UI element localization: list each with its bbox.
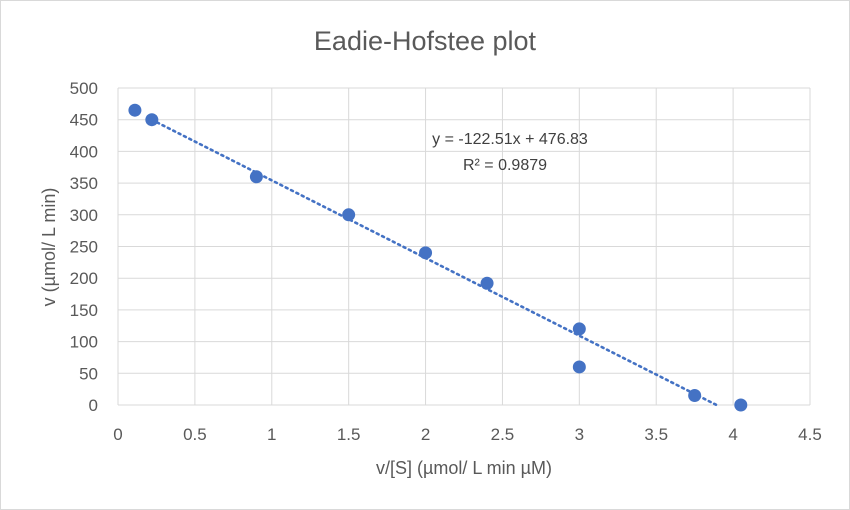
data-points <box>128 103 748 412</box>
y-tick-label: 200 <box>70 269 98 288</box>
x-tick-label: 1 <box>267 425 276 444</box>
x-tick-label: 4 <box>728 425 737 444</box>
y-tick-label: 350 <box>70 174 98 193</box>
trendline-equation: y = -122.51x + 476.83 <box>432 131 588 148</box>
data-point <box>480 276 494 290</box>
trendline-r-squared: R² = 0.9879 <box>463 157 547 174</box>
y-tick-label: 0 <box>89 396 98 415</box>
chart-title: Eadie-Hofstee plot <box>314 26 537 56</box>
data-point <box>572 360 586 374</box>
x-tick-label: 0 <box>113 425 122 444</box>
grid-lines <box>117 87 811 406</box>
data-point <box>249 170 263 184</box>
data-point <box>734 398 748 412</box>
y-tick-label: 300 <box>70 206 98 225</box>
trendline-layer <box>150 118 718 407</box>
y-tick-label: 150 <box>70 301 98 320</box>
y-tick-label: 50 <box>79 364 98 383</box>
x-tick-label: 0.5 <box>183 425 207 444</box>
data-point <box>688 388 702 402</box>
y-tick-label: 500 <box>70 79 98 98</box>
tick-labels: 0 50 100 150 200 250 300 350 400 450 500 0 0.5 1 1.5 2 2… <box>70 79 822 444</box>
data-point <box>572 322 586 336</box>
x-tick-label: 4.5 <box>798 425 822 444</box>
x-tick-label: 3 <box>575 425 584 444</box>
x-tick-label: 2 <box>421 425 430 444</box>
y-tick-label: 250 <box>70 238 98 257</box>
x-tick-label: 2.5 <box>491 425 515 444</box>
data-point <box>419 246 433 260</box>
x-tick-label: 3.5 <box>644 425 668 444</box>
data-point <box>342 208 356 222</box>
x-axis-title: v/[S] (µmol/ L min µM) <box>376 458 552 478</box>
data-point <box>145 113 159 127</box>
y-axis-title: v (µmol/ L min) <box>39 188 59 307</box>
y-tick-label: 450 <box>70 111 98 130</box>
data-point <box>128 103 142 117</box>
y-tick-label: 400 <box>70 142 98 161</box>
trendline <box>150 118 718 407</box>
y-tick-label: 100 <box>70 333 98 352</box>
x-tick-label: 1.5 <box>337 425 361 444</box>
